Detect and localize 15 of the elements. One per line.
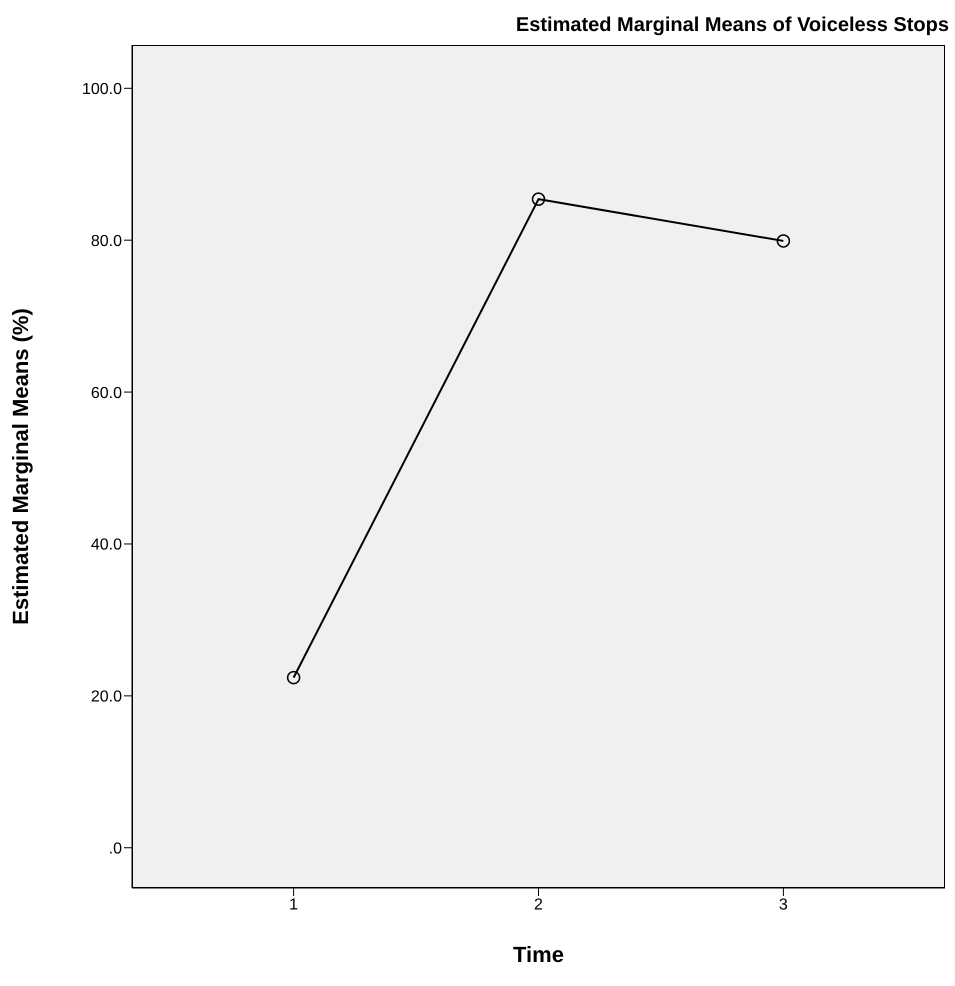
x-tick-label: 2 — [534, 896, 544, 914]
y-tick-label: 20.0 — [90, 688, 122, 706]
chart-title: Estimated Marginal Means of Voiceless Stops — [516, 14, 949, 37]
point — [286, 670, 300, 684]
y-tick-label: 80.0 — [90, 232, 122, 250]
y-tick-label: 60.0 — [90, 384, 122, 402]
x-axis-title: Time — [513, 942, 564, 967]
y-axis-title: Estimated Marginal Means (%) — [8, 308, 33, 625]
x-tick-label: 3 — [778, 896, 788, 914]
point — [776, 234, 790, 248]
y-tick-label: 100.0 — [82, 80, 122, 98]
y-tick-label: 40.0 — [90, 536, 122, 554]
point — [532, 192, 546, 206]
x-tick-label: 1 — [289, 896, 298, 914]
y-tick-label: .0 — [108, 840, 122, 858]
